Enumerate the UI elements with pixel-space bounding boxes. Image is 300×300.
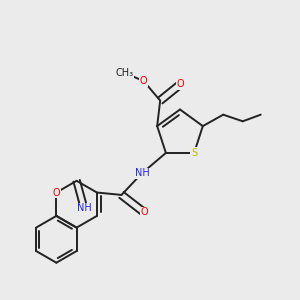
Text: O: O <box>177 79 184 89</box>
Text: S: S <box>191 148 197 158</box>
Text: O: O <box>140 76 148 86</box>
Text: O: O <box>52 188 60 197</box>
Text: O: O <box>140 207 148 217</box>
Text: NH: NH <box>77 203 92 213</box>
Text: NH: NH <box>134 168 149 178</box>
Text: CH₃: CH₃ <box>115 68 133 78</box>
